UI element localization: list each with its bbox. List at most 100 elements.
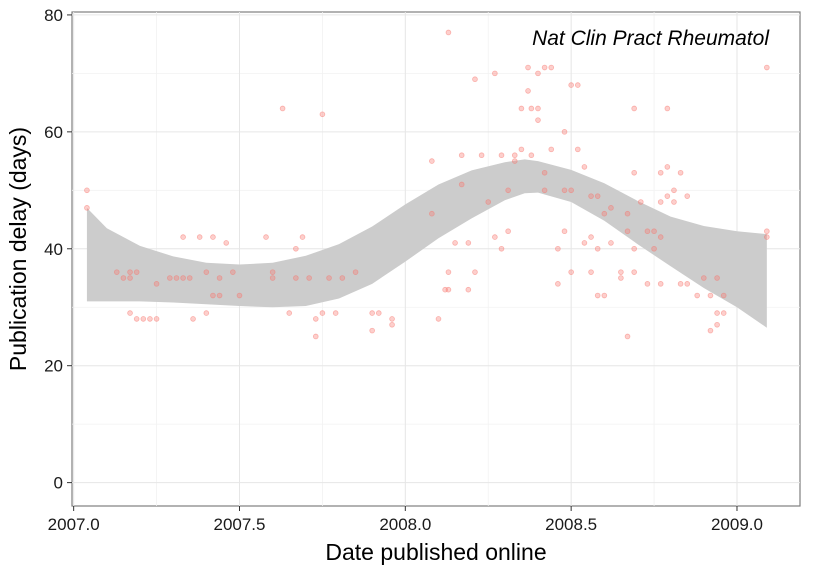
- data-point: [339, 275, 346, 281]
- data-point: [472, 76, 478, 83]
- data-point: [269, 269, 276, 275]
- data-point: [133, 269, 140, 275]
- data-point: [186, 275, 193, 281]
- data-point: [528, 105, 535, 112]
- data-point: [319, 310, 326, 316]
- confidence-band: [86, 159, 767, 328]
- data-point: [574, 146, 581, 153]
- data-point: [707, 327, 714, 334]
- data-point: [293, 275, 299, 281]
- data-point: [594, 193, 601, 199]
- data-point: [375, 310, 382, 316]
- data-point: [638, 199, 644, 205]
- data-point: [147, 316, 153, 322]
- data-point: [671, 199, 677, 205]
- data-point: [326, 275, 332, 281]
- data-point: [511, 152, 518, 159]
- data-point: [190, 316, 196, 322]
- data-point: [664, 164, 671, 170]
- data-point: [492, 70, 498, 77]
- data-point: [458, 181, 465, 188]
- data-point: [498, 152, 505, 159]
- data-point: [664, 193, 671, 199]
- data-point: [581, 240, 588, 246]
- data-point: [535, 105, 541, 112]
- y-tick-label: 60: [44, 123, 63, 142]
- data-point: [535, 117, 541, 123]
- data-point: [601, 292, 608, 299]
- data-point: [236, 292, 243, 299]
- data-points: [84, 29, 770, 340]
- data-point: [561, 228, 568, 235]
- data-point: [127, 269, 133, 275]
- data-point: [113, 269, 120, 275]
- data-point: [525, 64, 531, 71]
- data-point: [631, 169, 637, 176]
- data-point: [561, 129, 568, 135]
- data-point: [548, 146, 555, 153]
- data-point: [180, 275, 186, 281]
- data-point: [173, 275, 180, 281]
- data-point: [312, 316, 319, 322]
- y-tick-label: 0: [54, 474, 63, 493]
- y-tick-label: 40: [44, 240, 63, 259]
- data-point: [541, 169, 548, 176]
- data-point: [203, 269, 210, 275]
- data-point: [644, 228, 651, 235]
- x-tick-label: 2007.5: [213, 515, 265, 534]
- data-point: [332, 310, 339, 316]
- data-point: [555, 245, 561, 252]
- data-point: [548, 64, 555, 71]
- data-point: [657, 281, 664, 287]
- data-point: [472, 269, 478, 275]
- data-point: [140, 316, 147, 322]
- grid-lines: [72, 12, 800, 506]
- smooth-band: [86, 159, 767, 328]
- y-tick-label: 20: [44, 357, 63, 376]
- data-point: [631, 105, 637, 112]
- data-point: [180, 234, 186, 240]
- x-tick-label: 2007.0: [48, 515, 100, 534]
- data-point: [594, 292, 601, 299]
- data-point: [657, 234, 664, 240]
- data-point: [601, 210, 608, 217]
- data-point: [525, 88, 531, 94]
- axes: 2007.0 2007.5 2008.0 2008.5 2009.0 0 20 40 60 80: [44, 6, 763, 534]
- data-point: [618, 275, 624, 281]
- data-point: [624, 228, 631, 235]
- data-point: [133, 316, 140, 322]
- data-point: [369, 310, 375, 316]
- x-tick-label: 2008.5: [545, 515, 597, 534]
- data-point: [720, 292, 727, 299]
- data-point: [492, 234, 498, 240]
- data-point: [389, 321, 395, 328]
- data-point: [764, 228, 770, 235]
- data-point: [574, 82, 581, 88]
- data-point: [720, 310, 727, 316]
- data-point: [651, 245, 657, 252]
- data-point: [435, 316, 442, 322]
- data-point: [167, 275, 173, 281]
- data-point: [203, 310, 210, 316]
- data-point: [631, 245, 637, 252]
- data-point: [210, 292, 216, 299]
- data-point: [631, 269, 637, 275]
- y-tick-label: 80: [44, 6, 63, 25]
- data-point: [657, 199, 664, 205]
- x-axis-title: Date published online: [325, 539, 546, 565]
- data-point: [608, 205, 614, 211]
- data-point: [561, 187, 568, 194]
- data-point: [568, 82, 574, 88]
- data-point: [293, 245, 299, 252]
- data-point: [505, 187, 511, 194]
- data-point: [452, 240, 458, 246]
- data-point: [701, 275, 707, 281]
- data-point: [624, 333, 631, 340]
- data-point: [694, 292, 700, 299]
- data-point: [568, 187, 574, 194]
- data-point: [352, 269, 359, 275]
- data-point: [223, 240, 230, 246]
- data-point: [714, 310, 720, 316]
- data-point: [498, 245, 505, 252]
